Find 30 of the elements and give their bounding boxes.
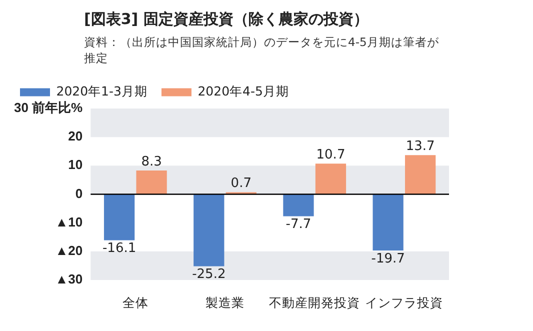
bar <box>283 194 314 216</box>
y-tick-label: 10 <box>68 157 83 172</box>
y-tick-label: 20 <box>68 128 83 144</box>
data-label: 13.7 <box>406 138 435 154</box>
x-tick-label: 製造業 <box>206 296 245 310</box>
x-tick-label: 不動産開発投資 <box>269 294 360 310</box>
bar <box>315 164 346 194</box>
y-tick-label: ▲10 <box>55 214 83 230</box>
y-tick-label: ▲20 <box>55 242 83 258</box>
chart-subtitle: 資料：（出所は中国国家統計局）のデータを元に4-5月期は筆者が推定 <box>84 34 440 66</box>
bar <box>136 170 167 194</box>
legend-label: 2020年4-5月期 <box>198 84 289 98</box>
bar <box>104 194 135 240</box>
legend-label: 2020年1-3月期 <box>56 84 148 98</box>
bar <box>372 194 404 251</box>
data-label: 0.7 <box>230 176 252 192</box>
data-label: -19.7 <box>371 251 405 266</box>
data-label: -25.2 <box>192 267 226 282</box>
data-label: -7.7 <box>286 217 312 232</box>
bar <box>194 194 224 266</box>
data-label: 10.7 <box>316 148 346 163</box>
x-tick-label: インフラ投資 <box>365 296 444 310</box>
y-tick-label: 0 <box>75 186 83 201</box>
y-tick-label: ▲30 <box>55 272 83 287</box>
data-label: 8.3 <box>141 154 162 170</box>
chart-title: [図表3] 固定資産投資（除く農家の投資） <box>84 10 368 29</box>
y-tick-label: 30 前年比% <box>14 100 84 116</box>
data-label: -16.1 <box>102 241 136 256</box>
x-tick-label: 全体 <box>122 296 148 310</box>
bar <box>405 155 436 194</box>
